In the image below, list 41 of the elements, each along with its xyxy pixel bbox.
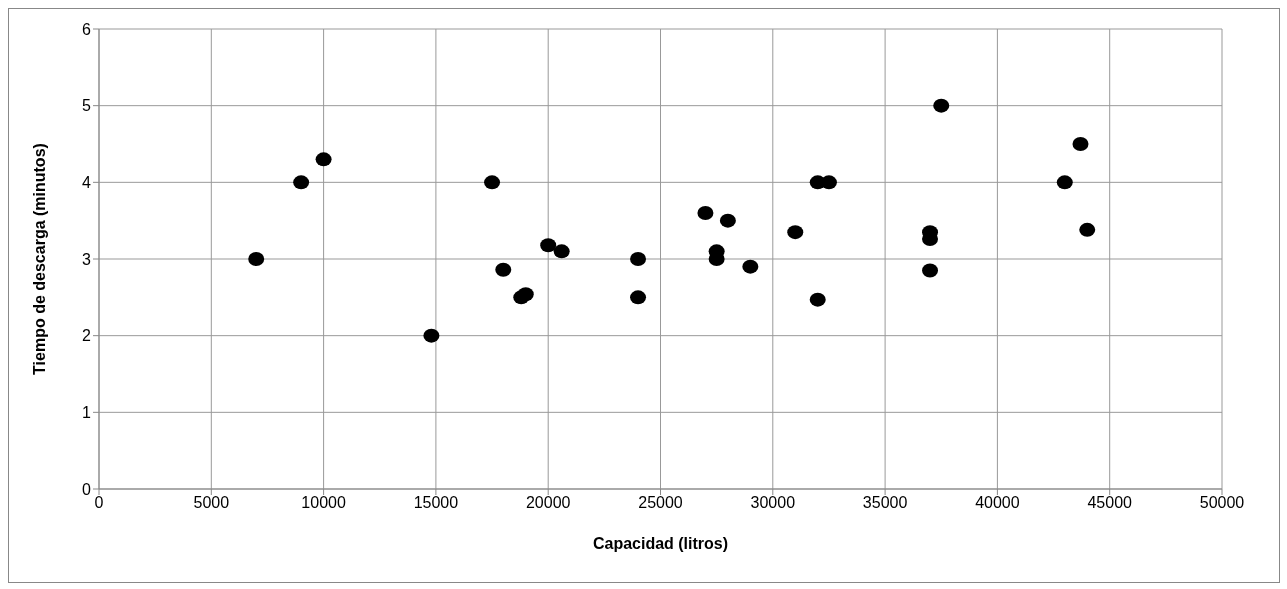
x-tick-label: 5000 [193, 494, 230, 512]
point [553, 244, 570, 259]
x-tick-label: 25000 [638, 494, 683, 512]
x-tick-label: 40000 [975, 494, 1020, 512]
x-tick-label: 0 [94, 494, 104, 512]
point [1072, 137, 1089, 151]
x-tick-label: 50000 [1199, 494, 1245, 512]
y-tick-label: 6 [82, 20, 92, 38]
y-tick-label: 0 [82, 480, 92, 498]
y-tick-label: 4 [82, 174, 92, 192]
point [922, 263, 939, 278]
point [787, 225, 804, 240]
y-axis-title: Tiempo de descarga (minutos) [30, 143, 48, 375]
point [495, 262, 512, 277]
point [809, 292, 826, 307]
point [742, 259, 759, 274]
x-tick-label: 30000 [750, 494, 796, 512]
point [933, 98, 950, 113]
point [1056, 175, 1073, 190]
x-tick-label: 15000 [413, 494, 459, 512]
x-axis-title: Capacidad (litros) [592, 535, 729, 552]
point [697, 206, 714, 220]
point [423, 328, 440, 343]
point [484, 175, 501, 190]
x-tick-label: 20000 [525, 494, 571, 512]
x-tick-label: 10000 [301, 494, 346, 512]
x-tick-label: 45000 [1087, 494, 1133, 512]
point [248, 252, 265, 266]
y-tick-label: 5 [82, 97, 92, 115]
point [540, 238, 557, 253]
point [719, 213, 736, 228]
point [293, 175, 310, 190]
y-tick-label: 2 [82, 327, 92, 345]
y-tick-label: 1 [82, 404, 92, 422]
point [517, 287, 534, 302]
point [1079, 222, 1096, 237]
x-tick-label: 35000 [862, 494, 908, 512]
point [315, 152, 332, 167]
point [630, 252, 647, 266]
point [630, 290, 647, 305]
y-tick-label: 3 [82, 250, 92, 268]
